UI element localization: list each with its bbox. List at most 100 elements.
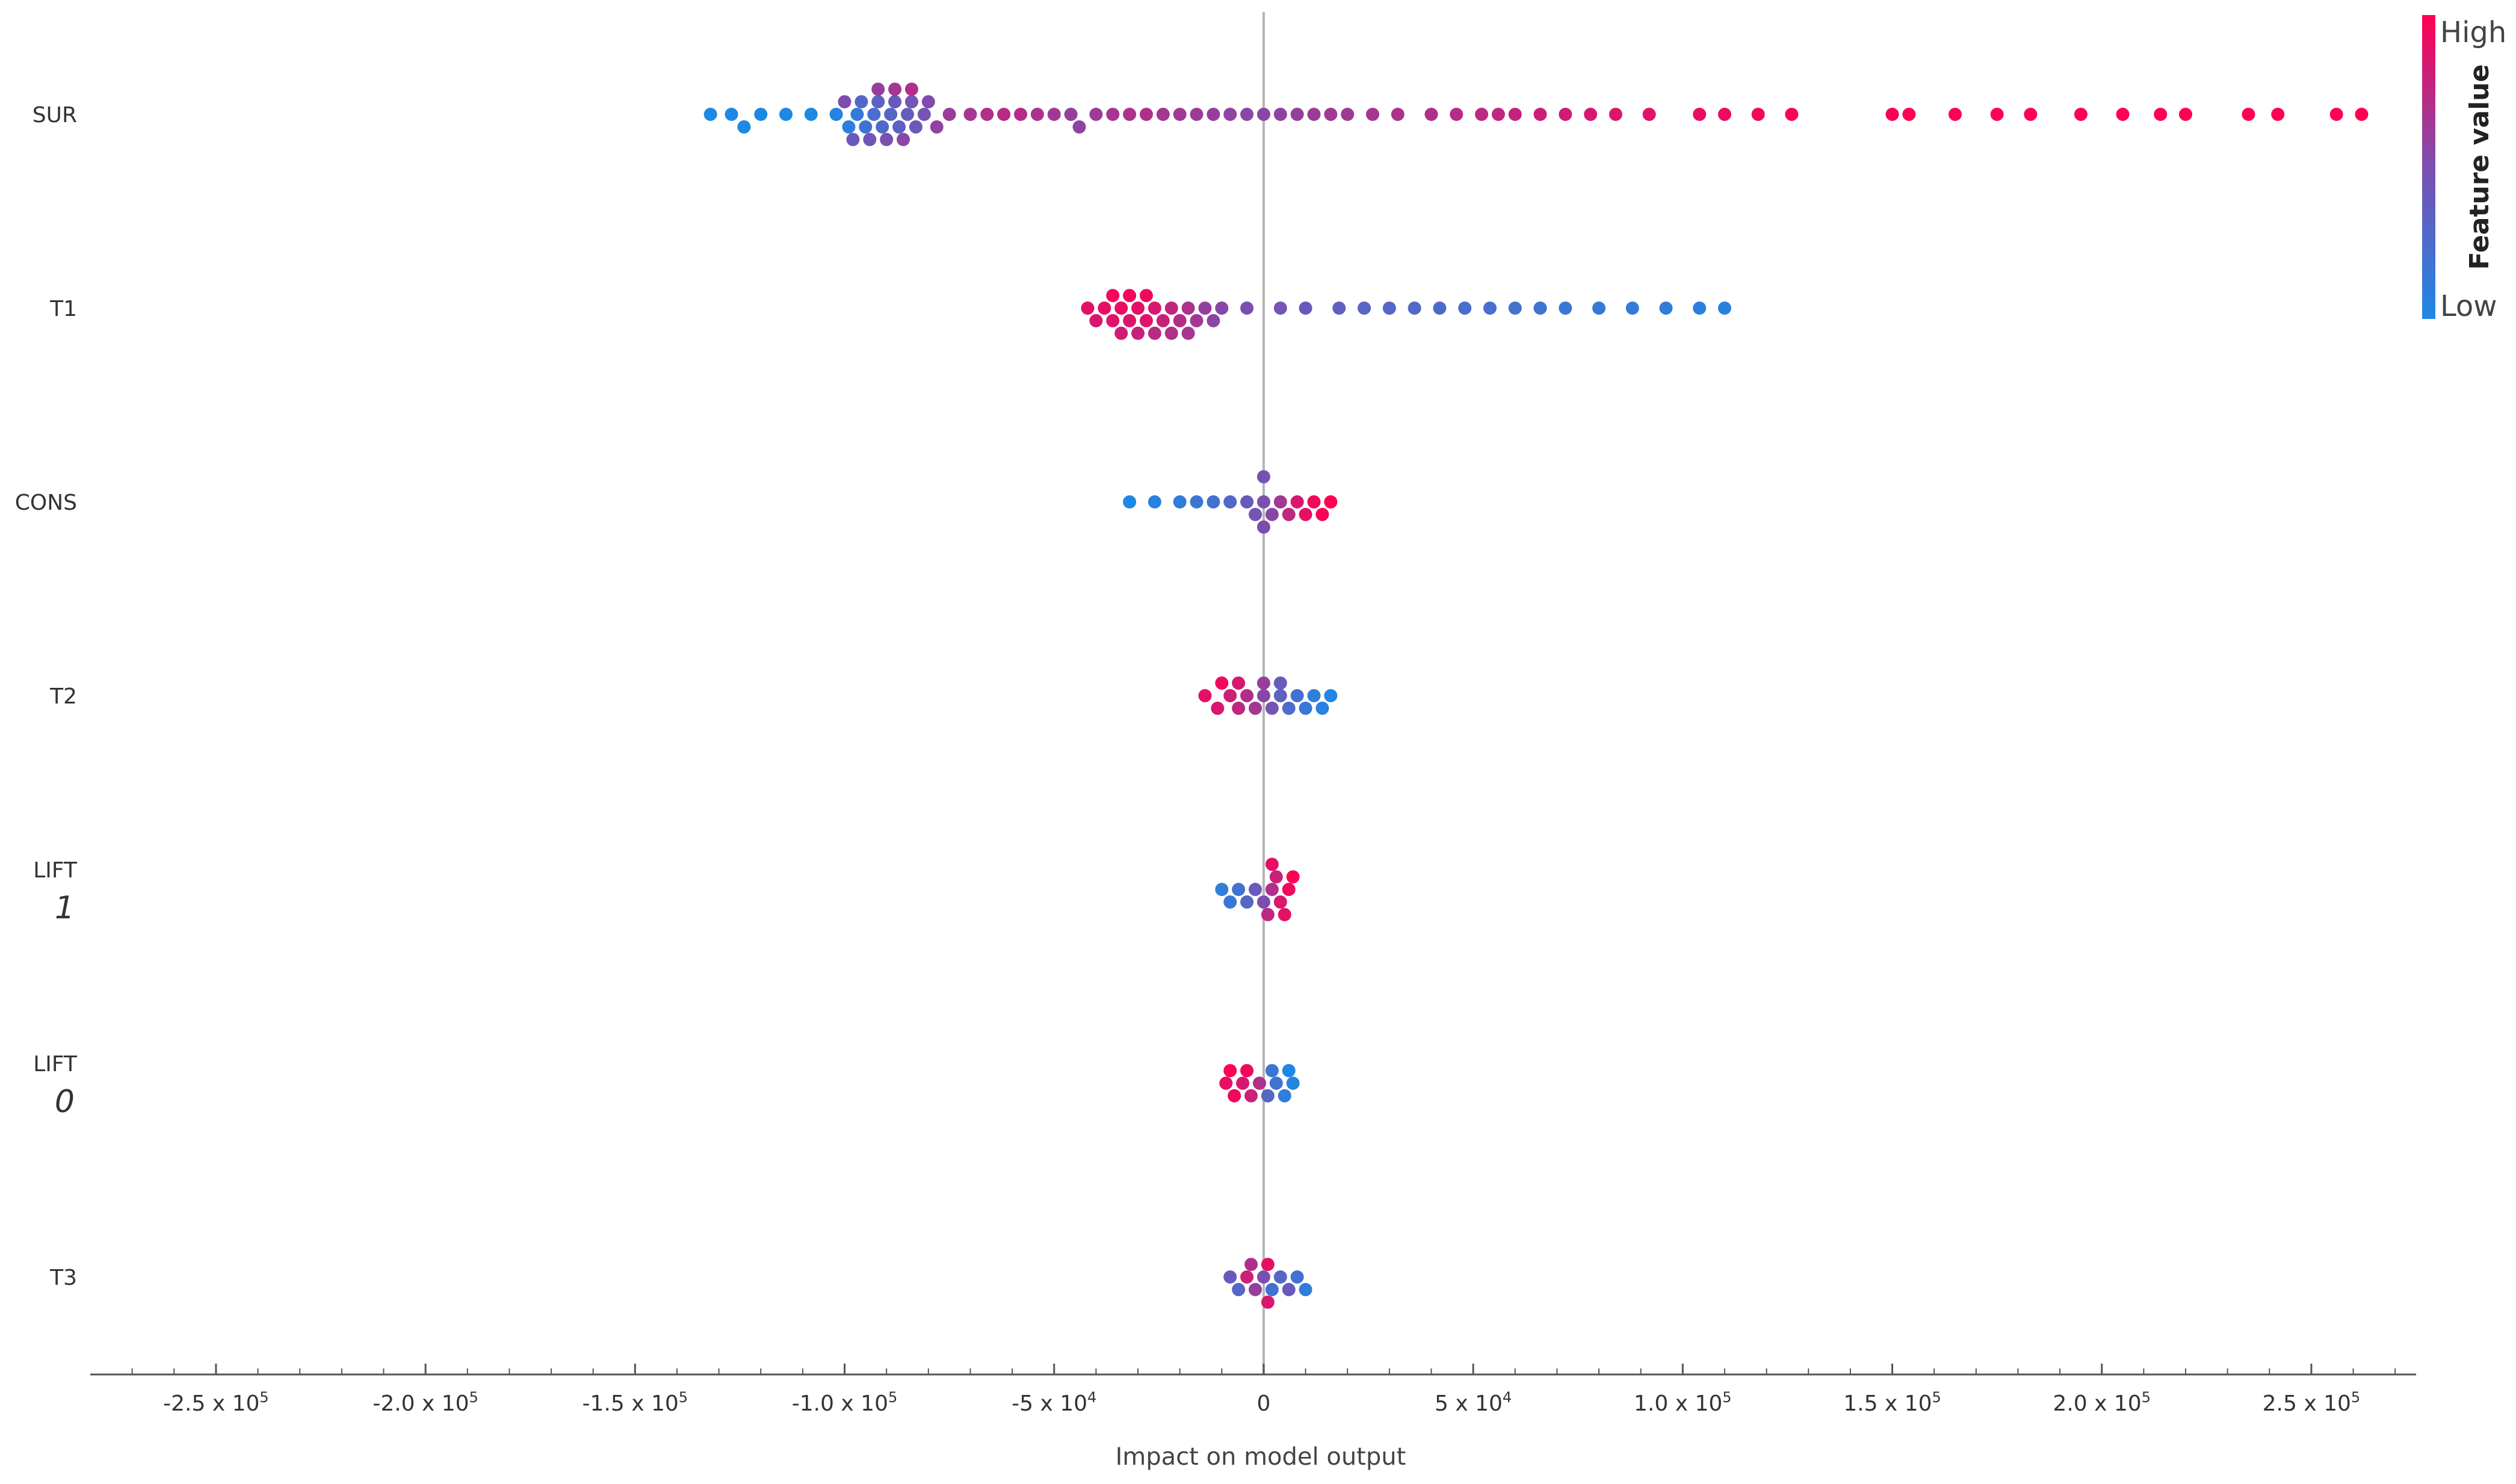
data-point [1290,689,1304,702]
data-point [980,108,994,121]
data-point [1114,301,1128,315]
data-point [876,120,889,134]
data-point [1240,301,1254,315]
data-point [1265,883,1279,896]
data-point [1256,676,1270,690]
data-point [1642,108,1656,121]
data-points [703,82,2369,1309]
data-point [846,132,860,146]
data-point [909,120,923,134]
data-point [1256,895,1270,909]
data-point [1211,701,1225,715]
data-point [1273,495,1287,509]
data-point [1123,108,1137,121]
data-point [1693,301,1707,315]
data-point [942,108,956,121]
data-point [1248,507,1262,521]
x-tick-label: -1.5 x 105 [583,1389,688,1416]
data-point [1273,895,1287,909]
data-point [2116,108,2130,121]
data-point [1990,108,2004,121]
data-point [1256,470,1270,484]
data-point [1173,314,1187,327]
color-legend: High Low Feature value [2422,15,2506,323]
data-point [900,108,914,121]
data-point [904,82,918,96]
data-point [1299,301,1312,315]
data-point [1232,701,1246,715]
data-point [1240,108,1254,121]
data-point [1030,108,1044,121]
data-point [1223,108,1237,121]
data-point [1131,326,1145,340]
data-point [1181,326,1195,340]
data-point [1223,495,1237,509]
data-point [1265,507,1279,521]
data-point [1286,870,1300,884]
data-point [871,82,885,96]
data-point [1207,108,1220,121]
data-point [1106,314,1120,327]
data-point [997,108,1011,121]
data-point [1190,495,1204,509]
data-point [1164,301,1178,315]
data-point [1223,1270,1237,1284]
data-point [1256,495,1270,509]
data-point [1508,108,1522,121]
x-tick-label: 2.5 x 105 [2263,1389,2361,1416]
data-point [779,108,793,121]
data-point [1240,1064,1254,1078]
data-point [1315,701,1329,715]
data-point [1123,495,1137,509]
data-point [1948,108,1962,121]
data-point [1559,108,1572,121]
data-point [1278,1089,1291,1102]
colorbar [2422,15,2435,319]
data-point [1156,108,1170,121]
data-point [930,120,944,134]
data-point [1450,108,1464,121]
feature-label: LIFT [33,1052,78,1077]
data-point [2355,108,2369,121]
data-point [1659,301,1673,315]
feature-sublabel: 1 [55,890,75,926]
data-point [1475,108,1489,121]
data-point [1190,314,1204,327]
data-point [1256,520,1270,534]
data-point [1282,507,1296,521]
data-point [921,95,935,109]
data-point [1256,108,1270,121]
data-point [1278,907,1291,921]
data-point [1282,1282,1296,1296]
data-point [1114,326,1128,340]
data-point [884,108,898,121]
data-point [1341,108,1355,121]
data-point [1282,883,1296,896]
data-point [1240,495,1254,509]
data-point [1458,301,1472,315]
data-point [1273,1270,1287,1284]
data-point [1252,1077,1266,1090]
data-point [1282,701,1296,715]
data-point [1232,1282,1246,1296]
data-point [1265,1064,1279,1078]
data-point [1717,108,1731,121]
data-point [1358,301,1371,315]
data-point [804,108,818,121]
data-point [1190,108,1204,121]
data-point [850,108,864,121]
colorbar-low-label: Low [2440,289,2497,323]
data-point [1261,1295,1275,1309]
data-point [1508,301,1522,315]
data-point [1315,507,1329,521]
data-point [1131,301,1145,315]
data-point [1223,1064,1237,1078]
data-point [859,120,873,134]
data-point [1365,108,1379,121]
data-point [1236,1077,1250,1090]
data-point [737,120,751,134]
data-point [1248,1282,1262,1296]
data-point [1299,1282,1312,1296]
data-point [863,132,877,146]
data-point [1693,108,1707,121]
